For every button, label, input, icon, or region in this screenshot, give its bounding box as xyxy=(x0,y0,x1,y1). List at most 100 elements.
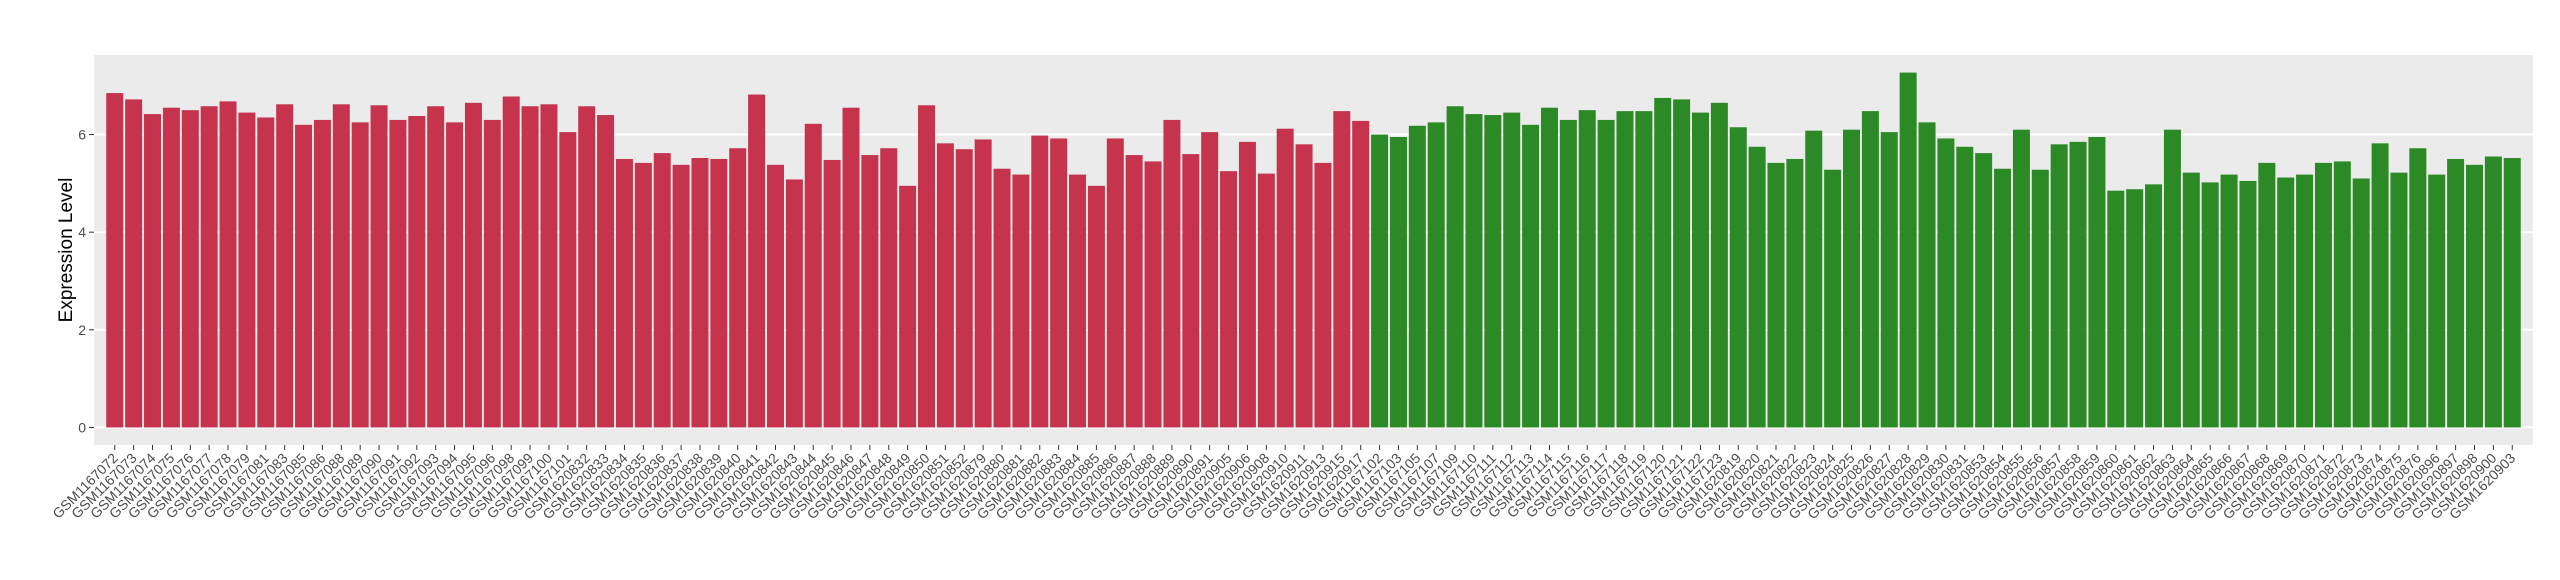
bar xyxy=(2314,162,2332,428)
bar xyxy=(2503,157,2521,428)
y-tick-label: 6 xyxy=(78,127,86,143)
bar xyxy=(1597,119,1615,428)
bar xyxy=(766,164,784,428)
bar xyxy=(1050,138,1068,428)
bar xyxy=(1144,161,1162,428)
bar xyxy=(1559,119,1577,428)
bar xyxy=(2428,174,2446,428)
bar xyxy=(2296,174,2314,428)
bar xyxy=(880,148,898,428)
bar xyxy=(2465,164,2483,428)
bar xyxy=(1220,171,1238,428)
bar xyxy=(748,94,766,428)
bar xyxy=(1578,110,1596,428)
bar xyxy=(559,132,577,428)
bar xyxy=(1031,135,1049,428)
bar xyxy=(2277,177,2295,428)
bar xyxy=(2126,189,2144,428)
bar xyxy=(729,148,747,428)
bar xyxy=(785,179,803,428)
bar xyxy=(1484,115,1502,428)
y-tick-label: 0 xyxy=(78,419,86,435)
bar xyxy=(351,122,369,428)
bar xyxy=(2107,190,2125,428)
bar xyxy=(1371,134,1389,428)
bar xyxy=(842,107,860,428)
bar xyxy=(408,116,426,428)
bar xyxy=(219,101,237,428)
bar xyxy=(597,115,615,428)
bar xyxy=(1069,174,1087,428)
bar xyxy=(2390,172,2408,428)
bar xyxy=(1257,173,1275,428)
bar xyxy=(295,124,313,428)
bar xyxy=(1861,111,1879,428)
bar xyxy=(974,139,992,428)
bar xyxy=(144,114,162,428)
bar xyxy=(1691,112,1709,428)
bar xyxy=(955,149,973,428)
bar xyxy=(1899,72,1917,428)
bar xyxy=(710,158,728,428)
bar xyxy=(1710,102,1728,428)
bar xyxy=(861,155,879,428)
bar xyxy=(1805,130,1823,428)
bar xyxy=(1276,128,1294,428)
bar xyxy=(1352,120,1370,428)
bar xyxy=(276,104,294,428)
bar xyxy=(1389,137,1407,428)
bar xyxy=(2182,172,2200,428)
bar xyxy=(918,105,936,428)
bar xyxy=(804,123,822,428)
bar xyxy=(1163,119,1181,428)
bar xyxy=(1635,111,1653,428)
bar xyxy=(823,159,841,428)
bar xyxy=(313,119,331,428)
bar xyxy=(1767,162,1785,428)
bar xyxy=(521,106,539,428)
bar xyxy=(502,96,520,428)
bar xyxy=(1465,114,1483,428)
bar xyxy=(2352,178,2370,428)
bar xyxy=(1843,129,1861,428)
bar xyxy=(1729,127,1747,428)
bar xyxy=(936,143,954,428)
y-axis-title: Expression Level xyxy=(56,178,77,323)
bar xyxy=(1994,168,2012,428)
bar xyxy=(464,102,482,428)
bar xyxy=(2163,129,2181,428)
bar xyxy=(446,122,464,428)
bar xyxy=(1333,111,1351,428)
bar xyxy=(2201,182,2219,428)
bar xyxy=(427,106,445,428)
bar xyxy=(1937,138,1955,428)
bar xyxy=(1182,154,1200,428)
bar xyxy=(1522,124,1540,428)
bar xyxy=(2484,156,2502,428)
bar xyxy=(257,117,275,428)
bar xyxy=(1673,99,1691,428)
bar xyxy=(1087,185,1105,428)
bar xyxy=(125,99,143,428)
bar xyxy=(1748,146,1766,428)
bar xyxy=(483,119,501,428)
bar xyxy=(370,105,388,428)
bar xyxy=(2088,137,2106,428)
bar xyxy=(1314,162,1332,428)
bar xyxy=(2371,143,2389,428)
bar xyxy=(181,110,199,428)
bar xyxy=(1880,132,1898,428)
bar xyxy=(1616,111,1634,428)
bar xyxy=(389,119,407,428)
bars xyxy=(106,72,2521,428)
labels: 0246GSM1167072GSM1167073GSM1167074GSM116… xyxy=(49,127,2518,523)
bar xyxy=(1540,107,1558,428)
bar xyxy=(1786,158,1804,428)
bar xyxy=(1446,106,1464,428)
bar xyxy=(1295,144,1313,428)
bar xyxy=(332,104,350,428)
bar xyxy=(615,158,633,428)
bar xyxy=(672,164,690,428)
bar xyxy=(2447,158,2465,428)
bar xyxy=(1503,112,1521,428)
